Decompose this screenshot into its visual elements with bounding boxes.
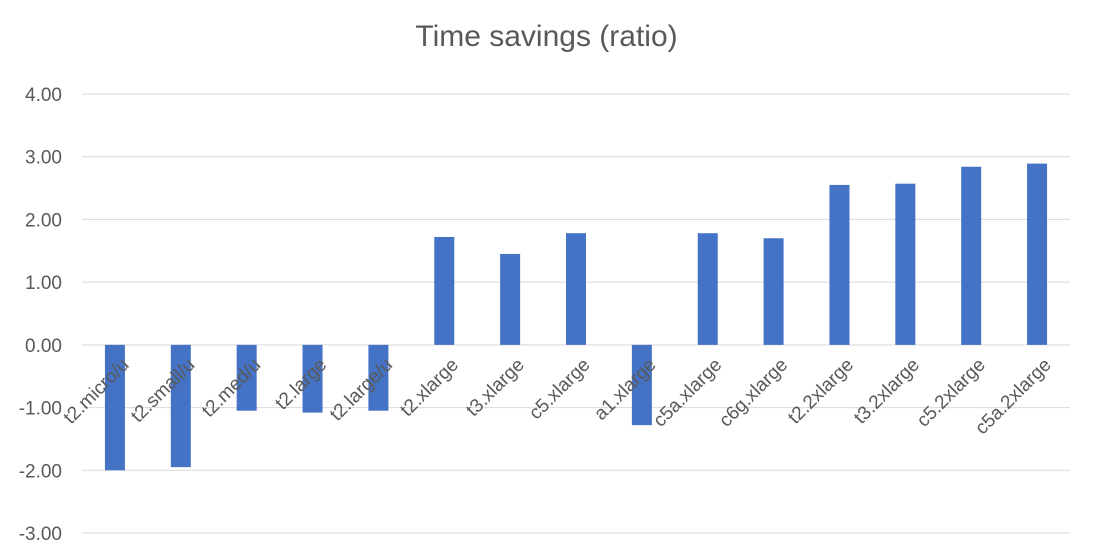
bar-t3-2xlarge <box>895 183 916 345</box>
bar-t2-2xlarge <box>829 184 850 345</box>
bar-a1-xlarge <box>631 344 652 426</box>
bar-t2-small-u <box>170 344 191 468</box>
y-axis-ticks: 4.00 3.00 2.00 1.00 0.00 -1.00 -2.00 -3.00 <box>19 85 62 545</box>
x-tick-label: c5.xlarge <box>525 355 594 424</box>
bar-t2-micro-u <box>104 344 125 471</box>
bar-c5-2xlarge <box>961 166 982 345</box>
bar-t2-med-u <box>236 344 257 411</box>
y-tick-label: 0.00 <box>25 336 62 357</box>
x-tick-label: c6g.xlarge <box>715 355 792 432</box>
y-tick-label: 1.00 <box>25 273 62 294</box>
bar-c5-xlarge <box>566 233 586 345</box>
x-tick-label: t2.xlarge <box>396 355 462 421</box>
bar-t2-large <box>302 344 323 413</box>
bar-t3-xlarge <box>500 253 521 345</box>
y-tick-label: -3.00 <box>19 524 62 545</box>
y-tick-label: 4.00 <box>25 85 62 106</box>
y-tick-label: 3.00 <box>25 148 62 169</box>
x-tick-label: t3.xlarge <box>462 355 528 421</box>
gridlines <box>82 93 1070 534</box>
x-tick-label: c5a.xlarge <box>649 355 726 432</box>
bar-c5a-xlarge <box>697 233 718 345</box>
bar-t2-large-u <box>368 344 389 411</box>
x-tick-label: t2.2xlarge <box>784 355 858 429</box>
y-tick-label: 2.00 <box>25 210 62 231</box>
y-tick-label: -2.00 <box>19 461 62 482</box>
y-tick-label: -1.00 <box>19 399 62 420</box>
bars <box>104 163 1048 471</box>
bar-c6g-xlarge <box>763 238 784 345</box>
chart-title: Time savings (ratio) <box>415 20 678 53</box>
bar-c5a-2xlarge <box>1027 163 1048 345</box>
x-axis-ticks: t2.micro/ut2.small/ut2.med/u t2.larget2.l… <box>60 355 1056 439</box>
bar-t2-xlarge <box>434 236 455 345</box>
